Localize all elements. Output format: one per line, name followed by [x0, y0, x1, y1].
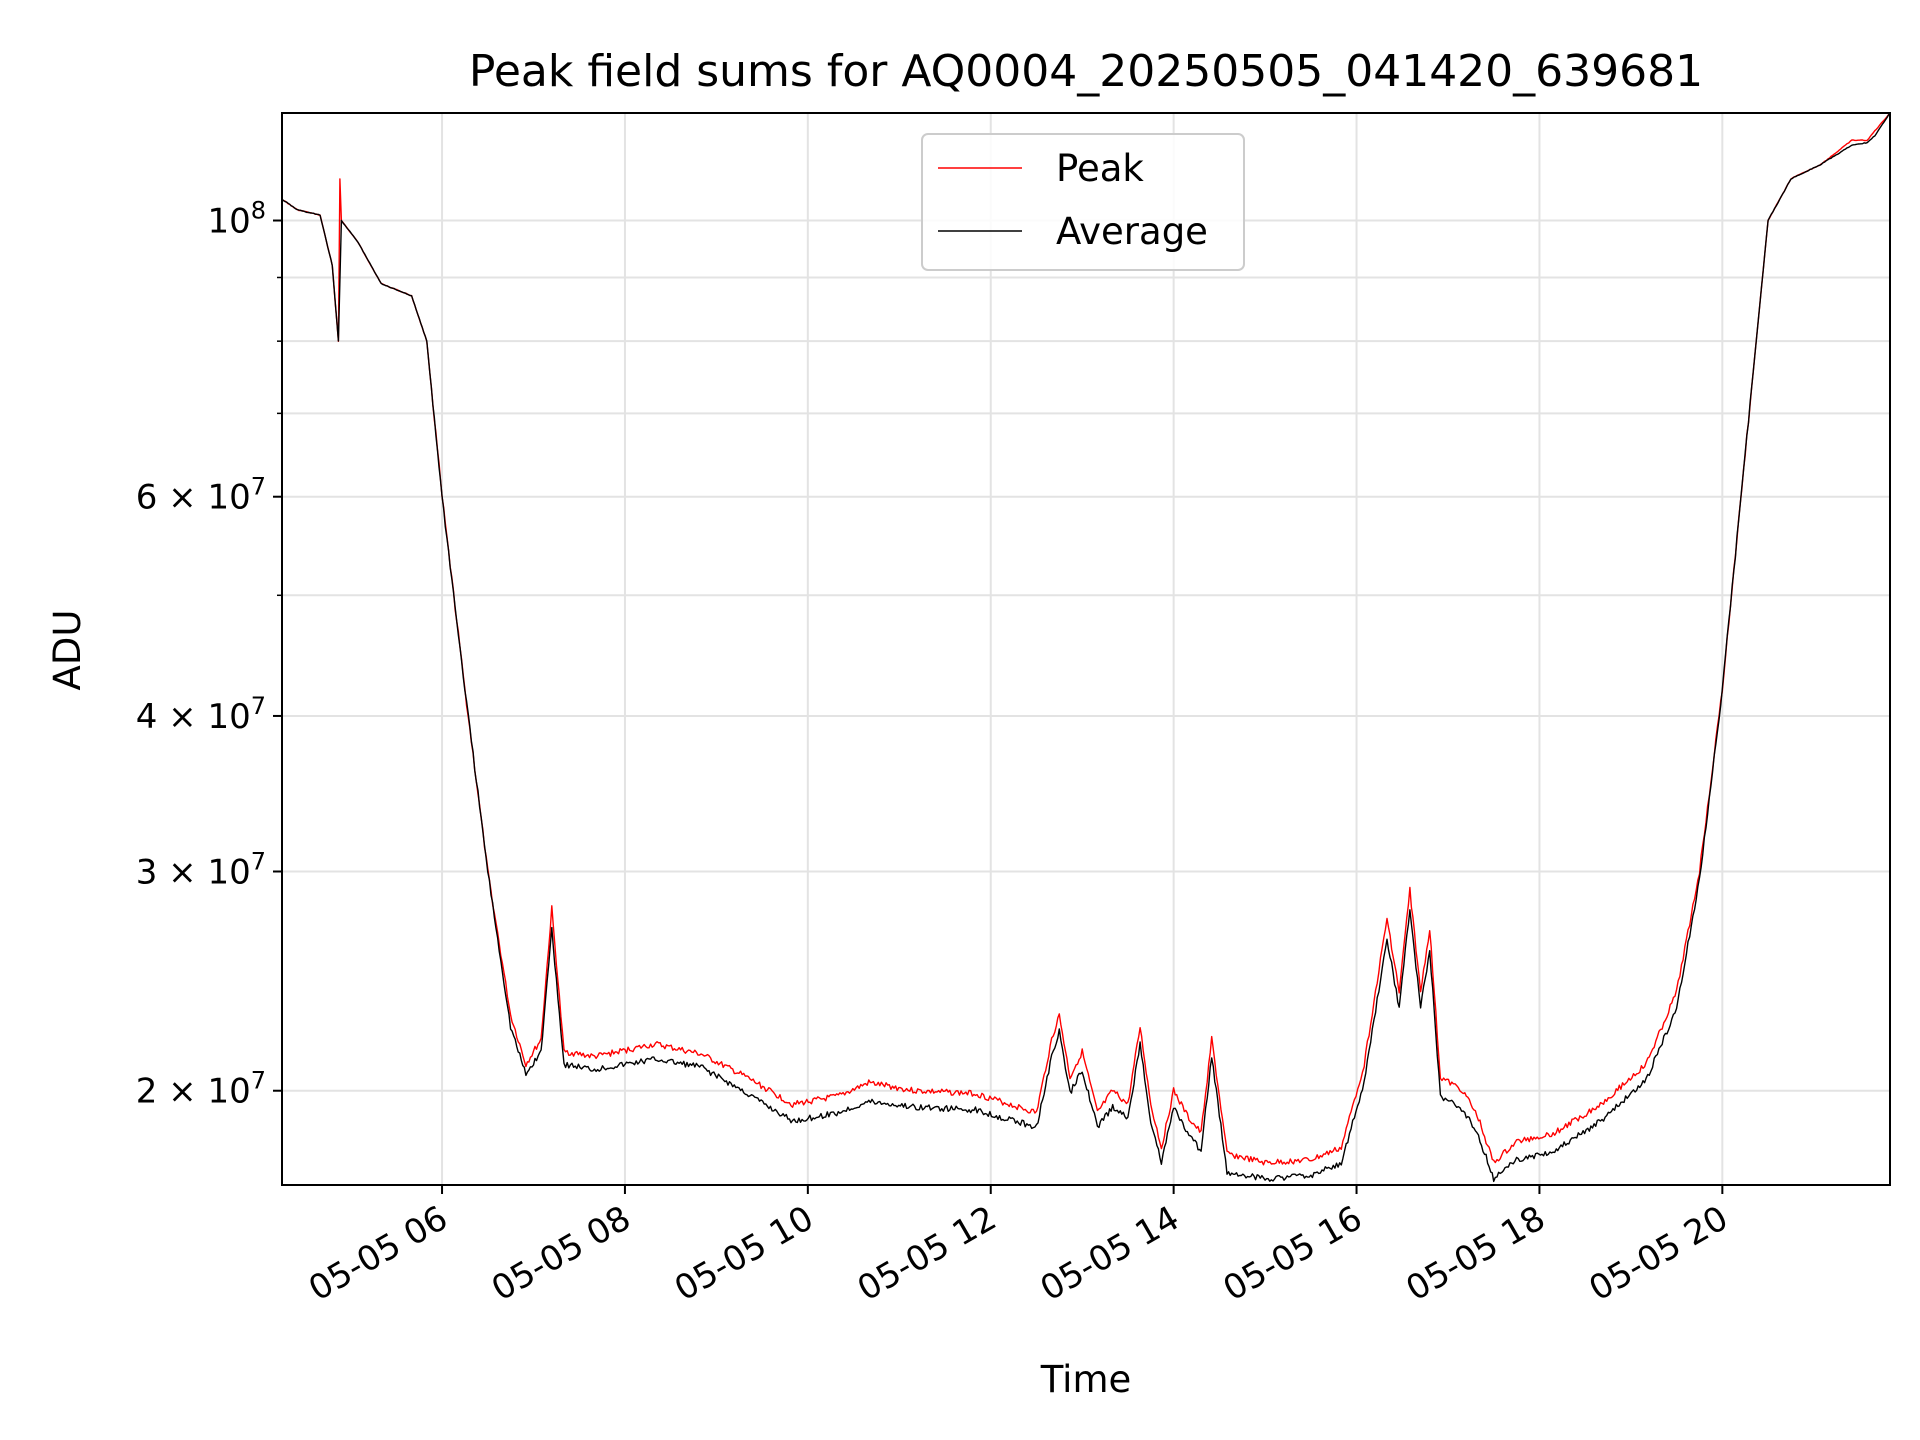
y-tick-label: 108	[207, 197, 266, 242]
y-tick-label: 4 × 107	[136, 692, 266, 737]
y-axis: 2 × 107 3 × 107 4 × 107 6 × 107 108	[136, 197, 282, 1112]
legend-label-average: Average	[1056, 210, 1208, 253]
grid	[282, 113, 1890, 1185]
y-tick-label: 2 × 107	[136, 1067, 266, 1112]
plot-frame	[281, 112, 1891, 1186]
y-axis-label: ADU	[46, 610, 89, 691]
chart-title: Peak field sums for AQ0004_20250505_0414…	[469, 46, 1703, 97]
y-tick-label: 6 × 107	[136, 473, 266, 518]
x-axis-label: Time	[1040, 1358, 1132, 1401]
plot-lines	[281, 112, 1891, 1183]
legend-label-peak: Peak	[1056, 147, 1144, 190]
legend: Peak Average	[921, 133, 1245, 271]
series-line-peak	[281, 112, 1891, 1166]
series-line-average	[281, 112, 1891, 1183]
y-tick-label: 3 × 107	[136, 847, 266, 892]
